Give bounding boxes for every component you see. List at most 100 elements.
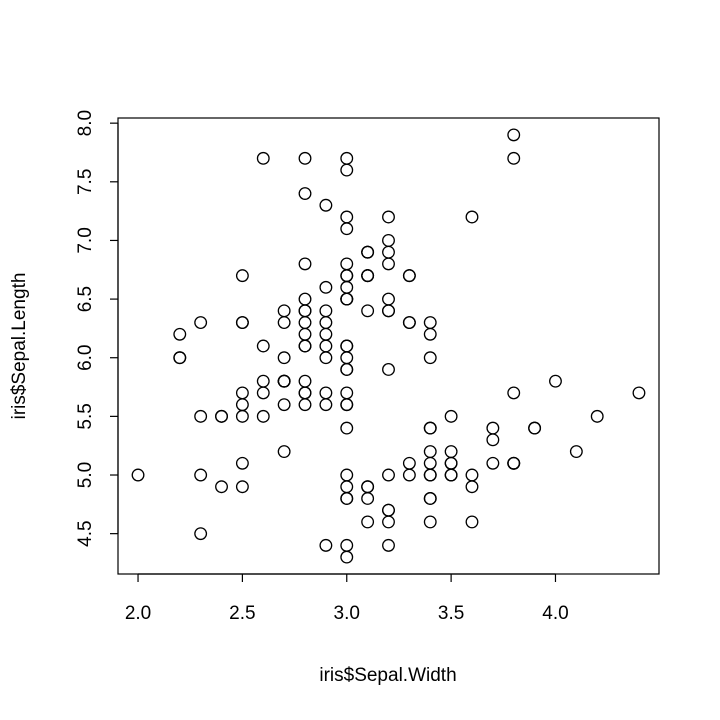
- point: [277, 374, 291, 388]
- point: [235, 398, 249, 412]
- x-tick-label: 2.5: [229, 603, 255, 624]
- point: [423, 421, 437, 435]
- point: [361, 269, 375, 283]
- point: [507, 128, 521, 142]
- point: [298, 339, 312, 353]
- point: [340, 492, 354, 505]
- y-tick-label: 5.0: [75, 462, 96, 488]
- x-axis-title: iris$Sepal.Width: [319, 665, 456, 686]
- point: [319, 304, 333, 318]
- point: [402, 468, 416, 482]
- point: [235, 480, 249, 494]
- x-tick-label: 4.0: [542, 603, 568, 624]
- point: [235, 409, 249, 423]
- point: [486, 456, 500, 470]
- point: [319, 198, 333, 212]
- point: [382, 210, 395, 224]
- y-tick-label: 5.5: [75, 403, 96, 429]
- point: [465, 480, 479, 494]
- point: [423, 468, 437, 482]
- point: [549, 374, 562, 388]
- point: [256, 151, 270, 165]
- point: [507, 386, 521, 400]
- point: [382, 538, 395, 552]
- point: [194, 409, 208, 423]
- point: [340, 269, 354, 283]
- point: [465, 210, 479, 224]
- point: [340, 351, 354, 365]
- point: [340, 480, 354, 494]
- point: [361, 480, 375, 494]
- point: [298, 398, 312, 412]
- x-tick-label: 3.5: [438, 603, 464, 624]
- point: [340, 538, 354, 552]
- point: [590, 409, 604, 423]
- point: [340, 398, 354, 412]
- point: [444, 468, 458, 482]
- point: [277, 304, 291, 318]
- point: [340, 210, 354, 224]
- point: [319, 327, 333, 341]
- point: [319, 398, 333, 412]
- point: [319, 316, 333, 329]
- plot-box: [117, 117, 660, 575]
- point: [340, 280, 354, 294]
- point: [444, 409, 458, 423]
- point: [298, 257, 312, 271]
- x-tick-label: 2.0: [125, 603, 151, 624]
- point: [277, 445, 291, 459]
- point: [423, 351, 437, 365]
- point: [340, 257, 354, 271]
- point: [382, 292, 395, 306]
- point: [382, 503, 395, 517]
- point: [319, 386, 333, 400]
- point: [340, 339, 354, 353]
- point: [402, 316, 416, 329]
- point: [528, 421, 542, 435]
- point: [382, 363, 395, 376]
- point: [382, 245, 395, 259]
- y-tick-label: 7.5: [75, 169, 96, 195]
- point: [298, 316, 312, 329]
- point: [361, 304, 375, 318]
- point: [340, 222, 354, 236]
- point: [340, 163, 354, 177]
- point: [319, 339, 333, 353]
- point: [235, 456, 249, 470]
- point: [340, 386, 354, 400]
- y-tick-label: 4.5: [75, 520, 96, 546]
- point: [256, 386, 270, 400]
- point: [256, 409, 270, 423]
- point: [465, 468, 479, 482]
- point: [340, 468, 354, 482]
- point: [173, 351, 187, 365]
- point: [131, 468, 145, 482]
- point: [423, 445, 437, 459]
- point: [382, 257, 395, 271]
- y-tick-label: 7.0: [75, 227, 96, 253]
- point: [235, 316, 249, 329]
- point: [194, 468, 208, 482]
- point: [277, 398, 291, 412]
- point: [256, 374, 270, 388]
- point: [444, 456, 458, 470]
- point: [340, 550, 354, 564]
- point: [319, 538, 333, 552]
- point: [382, 515, 395, 529]
- point: [194, 316, 208, 329]
- point: [298, 292, 312, 306]
- point: [382, 304, 395, 318]
- point: [402, 456, 416, 470]
- point: [277, 316, 291, 329]
- y-tick-label: 6.0: [75, 345, 96, 371]
- point: [361, 515, 375, 529]
- point: [298, 386, 312, 400]
- point: [340, 292, 354, 306]
- x-tick-label: 3.0: [334, 603, 360, 624]
- point: [256, 339, 270, 353]
- point: [444, 445, 458, 459]
- point: [340, 421, 354, 435]
- point: [235, 269, 249, 283]
- point: [423, 456, 437, 470]
- point: [423, 492, 437, 505]
